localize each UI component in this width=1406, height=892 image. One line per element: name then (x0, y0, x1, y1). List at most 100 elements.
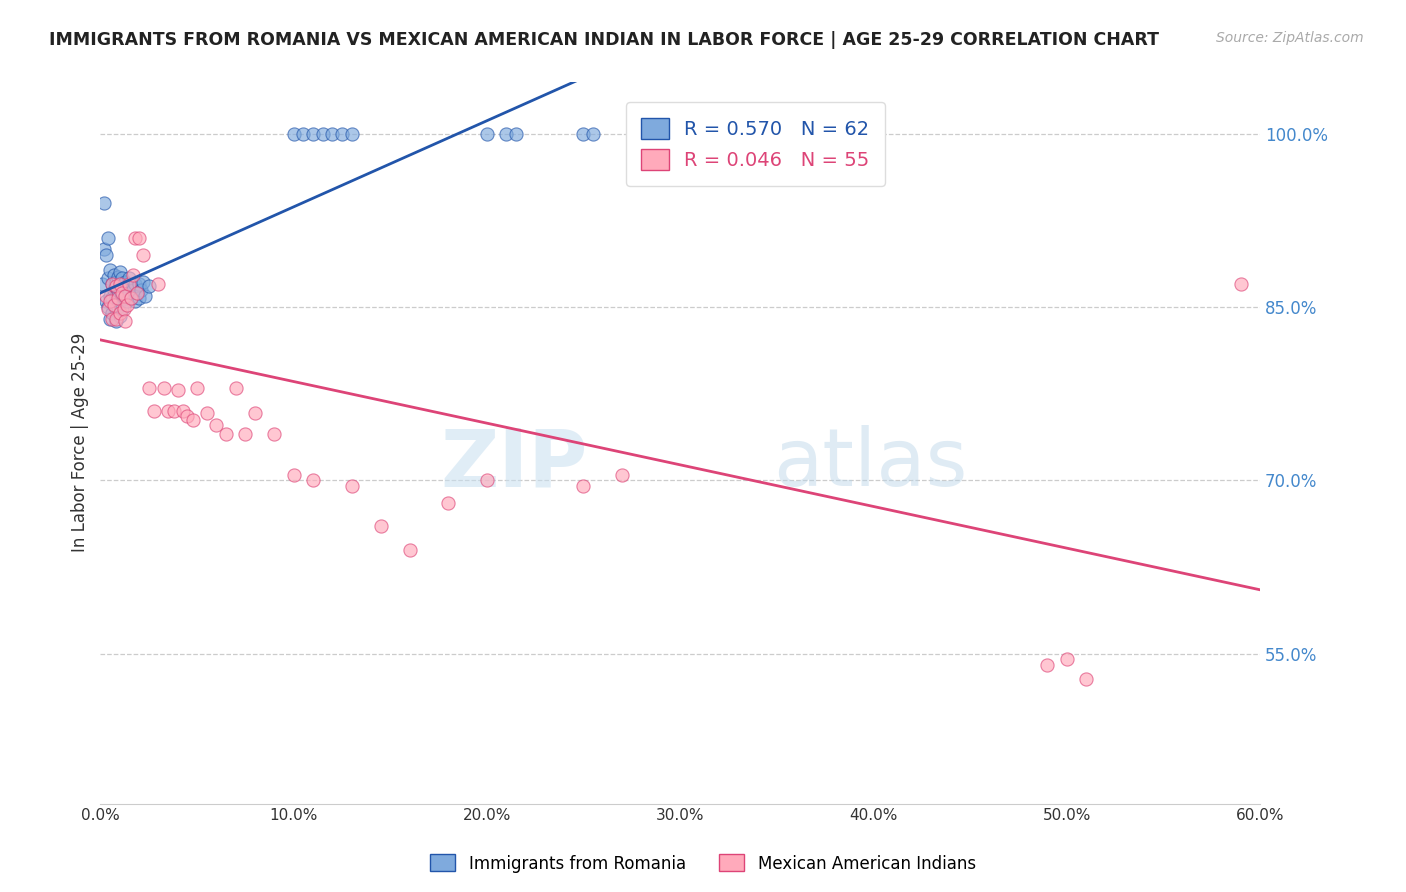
Point (132, 248, 155, 262)
Point (98, 294, 121, 309)
Point (495, 127, 517, 141)
Point (138, 279, 160, 293)
Point (398, 542, 420, 557)
Point (172, 404, 194, 418)
Point (205, 417, 228, 432)
Point (163, 404, 186, 418)
Point (125, 286, 148, 301)
Point (112, 291, 135, 305)
Point (143, 404, 166, 418)
Point (437, 496, 460, 510)
Point (104, 288, 127, 302)
Point (156, 404, 179, 418)
Text: ZIP: ZIP (440, 425, 588, 503)
Point (101, 306, 124, 320)
Point (104, 314, 127, 328)
Point (91, 277, 114, 291)
Point (93, 243, 115, 257)
Point (283, 127, 305, 141)
Point (104, 311, 127, 326)
Point (97, 300, 120, 314)
Point (302, 473, 325, 487)
Point (108, 310, 131, 324)
Point (233, 427, 256, 442)
Point (112, 277, 135, 291)
Point (114, 288, 136, 302)
Point (475, 127, 498, 141)
Point (215, 427, 238, 442)
Point (138, 381, 160, 395)
Point (340, 479, 363, 493)
Point (108, 283, 131, 297)
Point (134, 288, 156, 302)
Point (101, 277, 124, 291)
Point (108, 265, 131, 279)
Point (125, 286, 148, 301)
Point (122, 283, 145, 297)
Point (94, 294, 117, 309)
Point (97, 231, 120, 245)
Point (114, 314, 136, 328)
Point (108, 277, 131, 291)
Text: Source: ZipAtlas.com: Source: ZipAtlas.com (1216, 31, 1364, 45)
Point (132, 275, 155, 289)
Point (114, 288, 136, 302)
Point (110, 288, 132, 302)
Point (283, 467, 305, 482)
Point (572, 479, 595, 493)
Point (124, 277, 146, 291)
Point (181, 413, 204, 427)
Point (842, 127, 865, 141)
Point (94, 248, 117, 262)
Point (505, 127, 527, 141)
Point (129, 283, 152, 297)
Point (107, 291, 129, 305)
Point (101, 291, 124, 305)
Point (104, 279, 127, 293)
Point (128, 291, 150, 305)
Point (98, 311, 121, 326)
Point (108, 306, 131, 320)
Point (101, 277, 124, 291)
Point (330, 127, 353, 141)
Point (153, 381, 176, 395)
Point (118, 271, 141, 285)
Point (94, 288, 117, 302)
Point (128, 277, 150, 291)
Y-axis label: In Labor Force | Age 25-29: In Labor Force | Age 25-29 (72, 333, 89, 552)
Point (103, 268, 125, 282)
Point (101, 311, 124, 326)
Point (107, 300, 129, 314)
Point (107, 270, 129, 285)
Point (122, 268, 145, 282)
Point (263, 427, 285, 442)
Legend: Immigrants from Romania, Mexican American Indians: Immigrants from Romania, Mexican America… (423, 847, 983, 880)
Point (120, 291, 142, 305)
Text: atlas: atlas (773, 425, 967, 503)
Point (321, 127, 343, 141)
Point (1074, 672, 1097, 686)
Point (302, 127, 325, 141)
Point (292, 127, 315, 141)
Point (195, 406, 218, 420)
Point (1036, 658, 1059, 673)
Point (103, 298, 125, 312)
Point (124, 294, 146, 309)
Point (103, 283, 125, 297)
Point (114, 275, 136, 289)
Point (104, 275, 127, 289)
Point (128, 231, 150, 245)
Point (311, 127, 333, 141)
Point (148, 277, 170, 291)
Point (117, 298, 139, 312)
Point (110, 286, 132, 301)
Point (124, 231, 146, 245)
Point (117, 294, 139, 309)
Point (120, 291, 142, 305)
Point (103, 298, 125, 312)
Point (475, 473, 498, 487)
Point (370, 519, 392, 533)
Text: IMMIGRANTS FROM ROMANIA VS MEXICAN AMERICAN INDIAN IN LABOR FORCE | AGE 25-29 CO: IMMIGRANTS FROM ROMANIA VS MEXICAN AMERI… (49, 31, 1159, 49)
Point (225, 381, 247, 395)
Point (186, 381, 208, 395)
